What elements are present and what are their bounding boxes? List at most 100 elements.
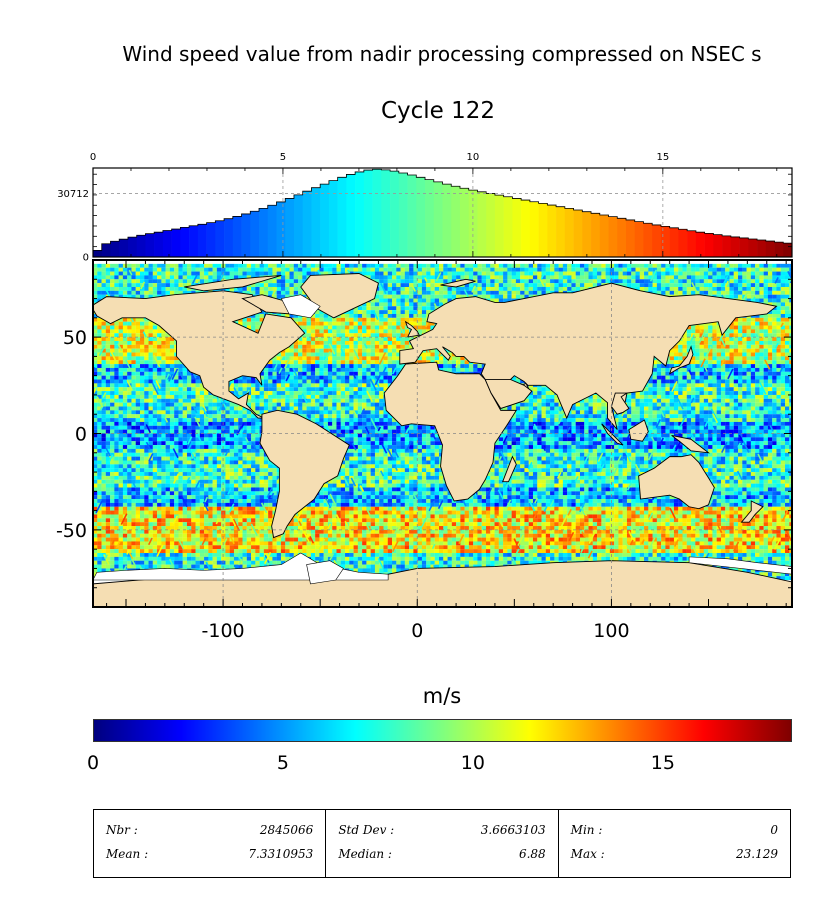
wind-cell bbox=[379, 371, 384, 376]
wind-cell bbox=[648, 286, 653, 291]
wind-cell bbox=[759, 271, 764, 276]
wind-cell bbox=[725, 290, 730, 295]
wind-cell bbox=[379, 306, 384, 311]
wind-cell bbox=[733, 317, 739, 322]
wind-cell bbox=[370, 302, 376, 307]
wind-cell bbox=[127, 375, 132, 380]
wind-cell bbox=[725, 367, 730, 372]
wind-cell bbox=[345, 313, 350, 318]
wind-cell bbox=[669, 371, 675, 376]
wind-cell bbox=[127, 356, 132, 361]
wind-cell bbox=[545, 271, 551, 276]
wind-cell bbox=[763, 352, 769, 357]
wind-cell bbox=[195, 267, 200, 272]
wind-cell bbox=[733, 286, 739, 291]
histogram-bar bbox=[739, 237, 749, 257]
wind-cell bbox=[404, 325, 410, 330]
wind-cell bbox=[545, 283, 551, 288]
wind-cell bbox=[285, 275, 290, 280]
wind-cell bbox=[400, 275, 405, 280]
wind-cell bbox=[157, 352, 162, 357]
wind-cell bbox=[473, 290, 478, 295]
wind-cell bbox=[255, 317, 260, 322]
wind-cell bbox=[703, 325, 709, 330]
wind-cell bbox=[285, 263, 290, 268]
wind-cell bbox=[485, 271, 491, 276]
wind-cell bbox=[379, 275, 384, 280]
wind-cell bbox=[169, 286, 175, 291]
wind-cell bbox=[780, 337, 786, 342]
wind-cell bbox=[417, 302, 423, 307]
wind-cell bbox=[755, 321, 760, 326]
wind-cell bbox=[362, 263, 367, 268]
wind-cell bbox=[708, 290, 713, 295]
wind-cell bbox=[212, 279, 218, 284]
histogram-y-tick-label: 30712 bbox=[57, 189, 89, 200]
wind-cell bbox=[695, 352, 700, 357]
wind-cell bbox=[494, 267, 499, 272]
wind-cell bbox=[152, 348, 158, 353]
wind-cell bbox=[357, 337, 363, 342]
wind-cell bbox=[678, 360, 683, 365]
wind-cell bbox=[763, 263, 769, 268]
wind-cell bbox=[772, 275, 777, 280]
wind-cell bbox=[212, 267, 218, 272]
wind-cell bbox=[695, 348, 700, 353]
wind-cell bbox=[708, 325, 713, 330]
wind-cell bbox=[468, 367, 474, 372]
wind-cell bbox=[494, 290, 499, 295]
wind-cell bbox=[374, 329, 380, 334]
wind-cell bbox=[759, 286, 764, 291]
wind-cell bbox=[644, 286, 649, 291]
wind-cell bbox=[426, 325, 431, 330]
wind-cell bbox=[370, 275, 376, 280]
wind-cell bbox=[306, 317, 311, 322]
histogram-x-tick-label: 15 bbox=[656, 152, 669, 163]
histogram-bar bbox=[486, 193, 496, 257]
wind-cell bbox=[652, 267, 657, 272]
wind-cell bbox=[742, 321, 747, 326]
wind-cell bbox=[767, 298, 773, 303]
wind-cell bbox=[738, 337, 743, 342]
wind-cell bbox=[733, 321, 739, 326]
wind-cell bbox=[178, 263, 183, 268]
wind-cell bbox=[315, 364, 320, 368]
wind-cell bbox=[387, 333, 393, 338]
wind-cell bbox=[498, 279, 504, 284]
wind-cell bbox=[332, 317, 337, 322]
wind-cell bbox=[349, 360, 354, 365]
wind-cell bbox=[118, 329, 124, 334]
wind-cell bbox=[759, 325, 764, 330]
wind-cell bbox=[524, 275, 529, 280]
wind-cell bbox=[755, 356, 760, 361]
wind-cell bbox=[575, 263, 581, 268]
wind-cell bbox=[310, 375, 316, 380]
wind-cell bbox=[392, 302, 397, 307]
wind-cell bbox=[302, 279, 307, 284]
wind-cell bbox=[447, 271, 452, 276]
wind-cell bbox=[725, 364, 730, 368]
wind-cell bbox=[507, 275, 512, 280]
wind-cell bbox=[464, 267, 470, 272]
wind-cell bbox=[272, 371, 277, 376]
histogram-bar bbox=[564, 208, 574, 257]
wind-cell bbox=[750, 267, 756, 272]
wind-cell bbox=[755, 286, 760, 291]
wind-cell bbox=[144, 367, 149, 372]
wind-cell bbox=[417, 294, 423, 299]
wind-cell bbox=[477, 279, 482, 284]
wind-cell bbox=[537, 286, 542, 291]
wind-cell bbox=[780, 313, 786, 318]
wind-cell bbox=[186, 271, 192, 276]
wind-cell bbox=[157, 375, 162, 380]
wind-cell bbox=[374, 306, 380, 311]
wind-cell bbox=[122, 275, 128, 280]
wind-cell bbox=[362, 364, 367, 368]
wind-cell bbox=[789, 306, 792, 311]
wind-cell bbox=[639, 267, 645, 272]
wind-cell bbox=[229, 263, 235, 268]
wind-cell bbox=[639, 283, 645, 288]
wind-cell bbox=[524, 294, 529, 299]
wind-cell bbox=[263, 279, 269, 284]
wind-cell bbox=[122, 371, 128, 376]
